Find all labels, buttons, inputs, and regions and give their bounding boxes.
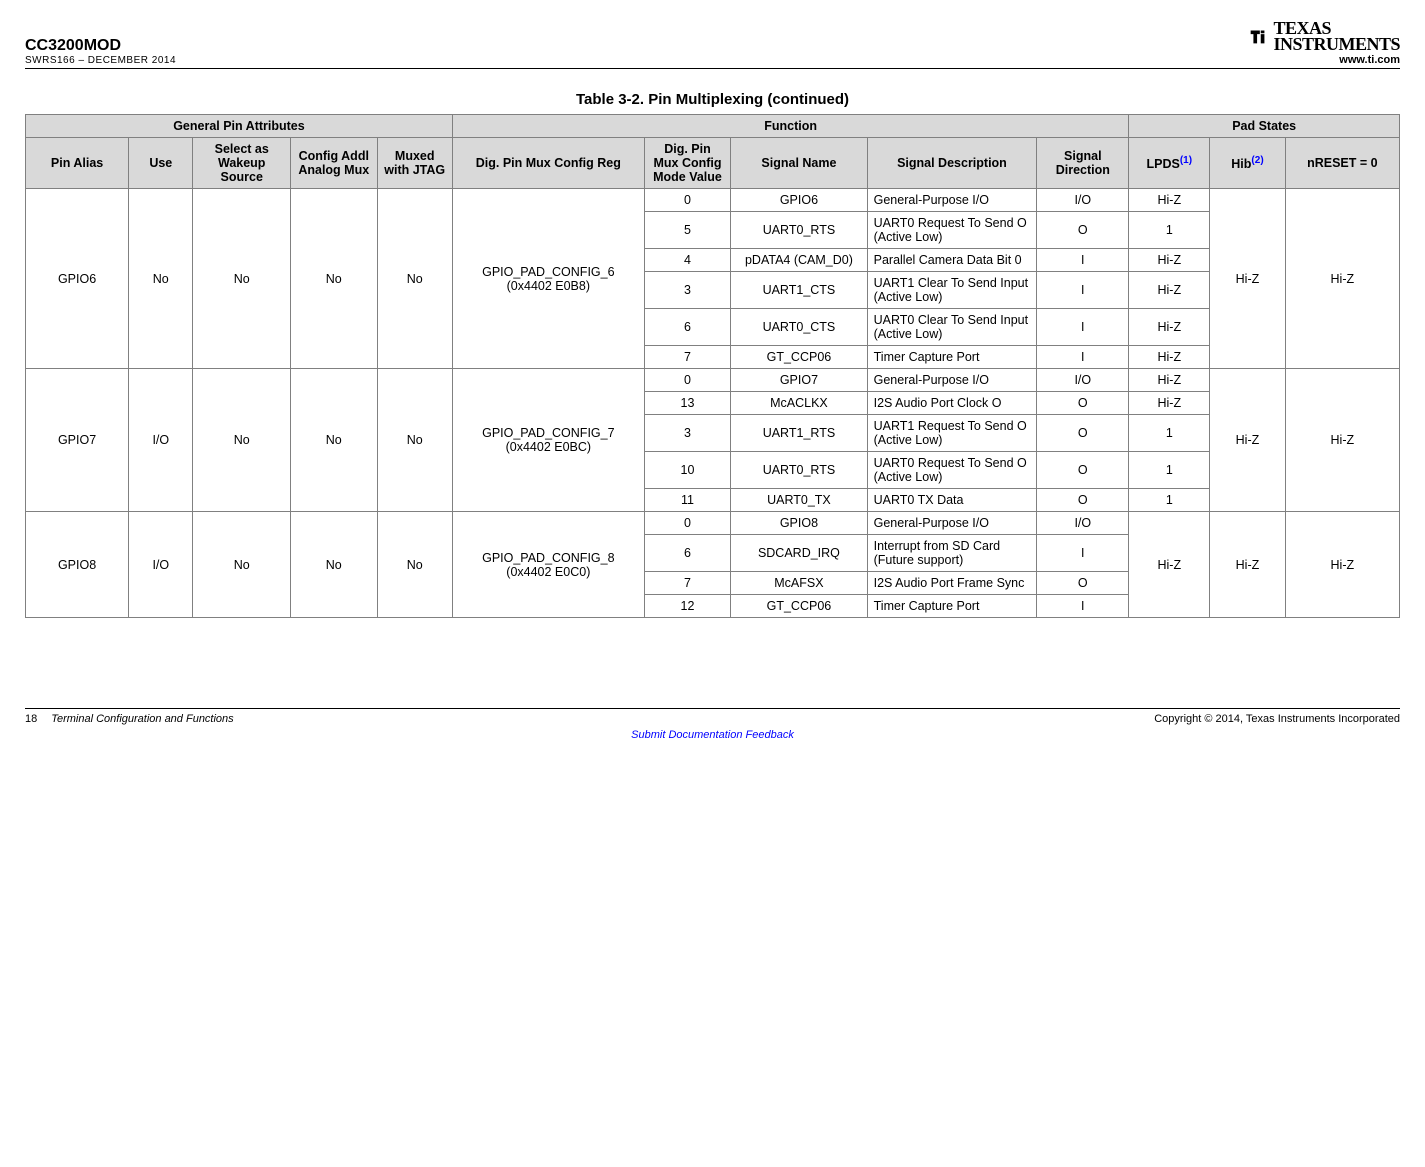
ti-logo: TEXAS INSTRUMENTS (1247, 20, 1400, 52)
cell-jtag: No (377, 189, 452, 369)
product-name: CC3200MOD (25, 37, 176, 55)
col-analog-mux: Config Addl Analog Mux (291, 138, 377, 189)
table-row: GPIO6 No No No No GPIO_PAD_CONFIG_6 (0x4… (26, 189, 1400, 212)
col-signal-desc: Signal Description (867, 138, 1037, 189)
pinmux-tbody: GPIO6 No No No No GPIO_PAD_CONFIG_6 (0x4… (26, 189, 1400, 618)
cell-config-reg: GPIO_PAD_CONFIG_6 (0x4402 E0B8) (452, 189, 644, 369)
table-row: GPIO7 I/O No No No GPIO_PAD_CONFIG_7 (0x… (26, 369, 1400, 392)
cell-hib: Hi-Z (1210, 189, 1285, 369)
cell-signal-name: GPIO6 (731, 189, 867, 212)
col-mode-val: Dig. Pin Mux Config Mode Value (644, 138, 730, 189)
col-header-row: Pin Alias Use Select as Wakeup Source Co… (26, 138, 1400, 189)
pinmux-table: General Pin Attributes Function Pad Stat… (25, 114, 1400, 618)
page-header: CC3200MOD SWRS166 – DECEMBER 2014 TEXAS … (25, 20, 1400, 69)
group-header-row: General Pin Attributes Function Pad Stat… (26, 115, 1400, 138)
col-pin-alias: Pin Alias (26, 138, 129, 189)
cell-pin-alias: GPIO6 (26, 189, 129, 369)
col-signal-name: Signal Name (731, 138, 867, 189)
col-jtag: Muxed with JTAG (377, 138, 452, 189)
header-left: CC3200MOD SWRS166 – DECEMBER 2014 (25, 37, 176, 66)
doc-info: SWRS166 – DECEMBER 2014 (25, 55, 176, 66)
table-row: GPIO8 I/O No No No GPIO_PAD_CONFIG_8 (0x… (26, 512, 1400, 535)
col-wakeup: Select as Wakeup Source (193, 138, 291, 189)
footer-section: Terminal Configuration and Functions (51, 713, 233, 725)
page-footer: 18 Terminal Configuration and Functions … (25, 708, 1400, 725)
feedback-link[interactable]: Submit Documentation Feedback (25, 729, 1400, 741)
ti-logo-icon (1247, 25, 1269, 47)
cell-analog-mux: No (291, 189, 377, 369)
header-right: TEXAS INSTRUMENTS www.ti.com (1247, 20, 1400, 66)
col-signal-dir: Signal Direction (1037, 138, 1129, 189)
logo-text-bottom: INSTRUMENTS (1273, 36, 1400, 52)
ti-logo-text: TEXAS INSTRUMENTS (1273, 20, 1400, 52)
page-number: 18 (25, 713, 37, 725)
cell-lpds: Hi-Z (1129, 189, 1210, 212)
group-header-pad: Pad States (1129, 115, 1400, 138)
col-config-reg: Dig. Pin Mux Config Reg (452, 138, 644, 189)
col-lpds: LPDS(1) (1129, 138, 1210, 189)
ti-url: www.ti.com (1247, 54, 1400, 66)
footer-copyright: Copyright © 2014, Texas Instruments Inco… (1154, 713, 1400, 725)
table-title: Table 3-2. Pin Multiplexing (continued) (25, 91, 1400, 108)
cell-signal-dir: I/O (1037, 189, 1129, 212)
col-hib: Hib(2) (1210, 138, 1285, 189)
col-nreset: nRESET = 0 (1285, 138, 1399, 189)
group-header-function: Function (452, 115, 1128, 138)
cell-use: No (129, 189, 193, 369)
cell-wakeup: No (193, 189, 291, 369)
cell-signal-desc: General-Purpose I/O (867, 189, 1037, 212)
col-use: Use (129, 138, 193, 189)
cell-nreset: Hi-Z (1285, 189, 1399, 369)
cell-mode: 0 (644, 189, 730, 212)
footer-left: 18 Terminal Configuration and Functions (25, 713, 234, 725)
group-header-general: General Pin Attributes (26, 115, 453, 138)
